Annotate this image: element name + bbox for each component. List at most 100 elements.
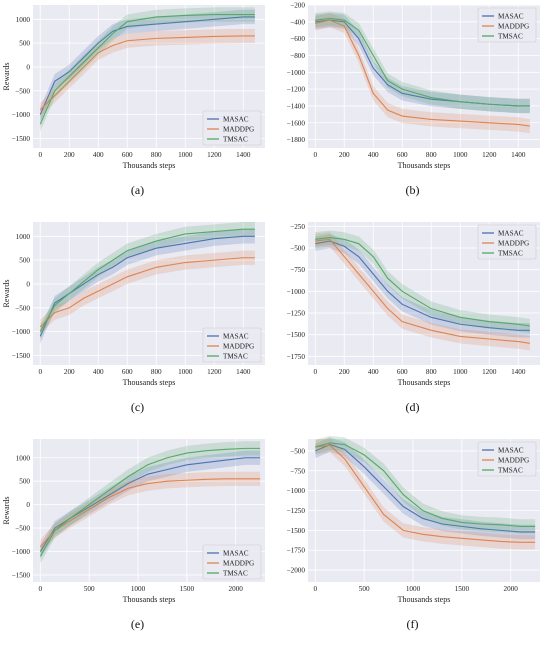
y-axis-label: Rewards <box>2 497 11 525</box>
y-tick-label: −1500 <box>287 527 306 535</box>
legend-label: MASAC <box>223 550 249 558</box>
y-tick-label: −250 <box>290 223 305 231</box>
chart-panel: 0 200 400 600 800 1000 1200 1400 −1500 −1000 −500 0… <box>0 0 275 217</box>
series-band <box>40 7 255 132</box>
x-tick-label: 0 <box>313 368 317 376</box>
y-tick-label: −500 <box>15 525 30 533</box>
series-line <box>39 35 255 111</box>
chart-panel: 0 200 400 600 800 1000 1200 1400 −1800 −1600 −1400… <box>275 0 550 217</box>
legend-label: MADDPG <box>498 23 529 31</box>
x-tick-label: 1000 <box>453 368 468 376</box>
y-tick-label: −800 <box>290 52 305 60</box>
series-band <box>315 230 530 334</box>
series-band <box>40 28 255 118</box>
panel-caption: (f) <box>406 617 419 631</box>
legend-label: MASAC <box>498 447 524 455</box>
x-tick-label: 1000 <box>178 151 193 159</box>
x-tick-label: 800 <box>426 151 437 159</box>
chart-svg: 0 200 400 600 800 1000 1200 1400 −1800 −1600 −1400… <box>287 2 540 170</box>
panel-caption: (a) <box>130 183 145 197</box>
series-line <box>315 19 530 127</box>
y-tick-label: 1000 <box>16 454 31 462</box>
series-band <box>315 233 530 338</box>
x-tick-label: 1200 <box>207 368 222 376</box>
x-tick-label: 500 <box>359 585 370 593</box>
y-tick-label: 0 <box>26 63 30 71</box>
x-tick-label: 1200 <box>482 151 497 159</box>
y-tick-label: −2000 <box>287 567 306 575</box>
legend: MASAC MADDPG TMSAC <box>477 441 537 477</box>
x-tick-label: 400 <box>368 368 379 376</box>
y-axis-label: Rewards <box>2 280 11 308</box>
legend-label: MADDPG <box>498 457 529 465</box>
chart-svg: 0 200 400 600 800 1000 1200 1400 −1500 −1000 −500 0… <box>2 222 265 387</box>
y-tick-label: −200 <box>290 2 305 10</box>
x-tick-label: 400 <box>368 151 379 159</box>
x-tick-label: 800 <box>151 151 162 159</box>
x-tick-label: 1400 <box>236 368 251 376</box>
panel-caption: (e) <box>130 617 145 631</box>
chart-svg: 0 200 400 600 800 1000 1200 1400 −1750 −1500 −1250… <box>287 222 540 387</box>
x-axis-label: Thousands steps <box>123 378 176 387</box>
x-tick-label: 0 <box>313 151 317 159</box>
series-line <box>39 478 261 548</box>
series-band <box>40 9 255 122</box>
x-tick-label: 1400 <box>511 368 526 376</box>
chart-panel: 0 500 1000 1500 2000 −2000 −1750 −1500 −1250 −100… <box>275 434 550 651</box>
y-tick-label: 1000 <box>16 233 31 241</box>
chart-panel: 0 500 1000 1500 2000 −1500 −1000 −500 0 500 1000 Th… <box>0 434 275 651</box>
series-line <box>315 444 536 543</box>
legend-label: MADDPG <box>223 343 254 351</box>
y-tick-label: −1500 <box>287 331 306 339</box>
x-axis-label: Thousands steps <box>123 161 176 170</box>
x-tick-label: 400 <box>93 368 104 376</box>
x-tick-label: 0 <box>39 585 43 593</box>
series-band <box>315 12 530 134</box>
series-band <box>40 222 255 339</box>
x-tick-label: 2000 <box>229 585 244 593</box>
legend-label: TMSAC <box>498 467 523 475</box>
y-tick-label: −1800 <box>287 136 306 144</box>
x-tick-label: 1000 <box>453 151 468 159</box>
panel-caption: (b) <box>405 183 420 197</box>
x-tick-label: 1000 <box>131 585 146 593</box>
chart-svg: 0 500 1000 1500 2000 −2000 −1750 −1500 −1250 −100… <box>287 435 540 604</box>
y-tick-label: −1000 <box>12 111 31 119</box>
y-tick-label: −1200 <box>287 86 306 94</box>
x-axis-label: Thousands steps <box>398 161 451 170</box>
chart-svg: 0 500 1000 1500 2000 −1500 −1000 −500 0 500 1000 Th… <box>2 439 265 604</box>
y-tick-label: −1000 <box>287 288 306 296</box>
y-tick-label: −1400 <box>287 102 306 110</box>
legend: MASAC MADDPG TMSAC <box>202 110 262 146</box>
x-tick-label: 200 <box>64 368 75 376</box>
x-tick-label: 200 <box>339 368 350 376</box>
x-tick-label: 500 <box>84 585 95 593</box>
series-line <box>39 447 261 557</box>
legend-label: TMSAC <box>223 136 248 144</box>
x-axis-label: Thousands steps <box>123 595 176 604</box>
legend: MASAC MADDPG TMSAC <box>477 7 537 43</box>
y-tick-label: −1750 <box>287 353 306 361</box>
legend-label: MADDPG <box>223 126 254 134</box>
y-tick-label: 500 <box>19 478 30 486</box>
series-band <box>315 11 530 114</box>
x-tick-label: 1200 <box>207 151 222 159</box>
x-tick-label: 800 <box>426 368 437 376</box>
x-tick-label: 400 <box>93 151 104 159</box>
legend-label: MASAC <box>223 116 249 124</box>
x-tick-label: 0 <box>38 151 42 159</box>
y-tick-label: −750 <box>290 467 305 475</box>
y-tick-label: −1600 <box>287 119 306 127</box>
series-line <box>39 16 255 115</box>
series-line <box>39 228 255 332</box>
series-line <box>39 13 255 125</box>
series-band <box>315 438 536 550</box>
x-tick-label: 200 <box>339 151 350 159</box>
y-tick-label: −500 <box>290 245 305 253</box>
x-tick-label: 1500 <box>455 585 470 593</box>
panel-caption: (d) <box>405 400 420 414</box>
y-tick-label: −750 <box>290 266 305 274</box>
y-tick-label: −500 <box>15 304 30 312</box>
y-tick-label: −1000 <box>12 328 31 336</box>
